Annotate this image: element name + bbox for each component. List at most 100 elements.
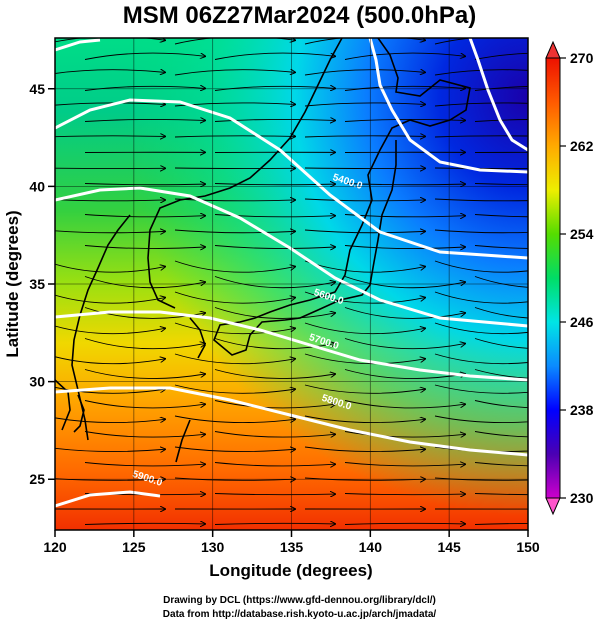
streamline [174, 230, 295, 233]
colorbar-min-arrow [545, 497, 561, 516]
x-tick-label: 120 [43, 539, 67, 555]
streamline [474, 119, 528, 122]
streamline [174, 384, 295, 394]
streamline [55, 263, 165, 273]
streamline [84, 338, 205, 350]
streamline [474, 183, 528, 186]
streamline [434, 353, 528, 365]
streamline [474, 522, 528, 525]
streamline [214, 215, 335, 217]
streamline [434, 415, 528, 424]
y-tick-label: 35 [29, 276, 45, 292]
streamline [474, 400, 528, 409]
streamline [214, 119, 335, 121]
streamline [214, 246, 335, 249]
streamline [55, 70, 165, 75]
streamline [434, 291, 528, 304]
x-tick-label: 150 [516, 539, 540, 555]
streamline [304, 103, 425, 106]
streamline [344, 463, 465, 466]
x-tick-label: 125 [122, 539, 146, 555]
streamline [214, 431, 335, 438]
streamline [304, 384, 425, 394]
streamline [84, 369, 205, 380]
credit-data-source: Data from http://database.rish.kyoto-u.a… [162, 609, 437, 620]
streamline [344, 400, 465, 409]
colorbar-tick-label: 254 [570, 226, 594, 242]
streamline [474, 338, 528, 349]
streamline [84, 463, 205, 466]
streamline [84, 52, 205, 60]
streamline [174, 260, 295, 273]
streamline [214, 494, 335, 495]
streamline [304, 168, 425, 169]
streamline [304, 70, 425, 76]
streamline [174, 415, 295, 424]
streamline [174, 447, 295, 452]
streamline [304, 447, 425, 452]
x-tick-label: 140 [359, 539, 383, 555]
streamline [434, 477, 528, 481]
streamline [174, 353, 295, 365]
y-tick-label: 30 [29, 374, 45, 390]
streamline [214, 307, 335, 319]
streamline [84, 276, 205, 289]
streamline [174, 70, 295, 76]
streamline [174, 291, 295, 304]
streamline [55, 230, 165, 233]
streamline [304, 415, 425, 424]
streamline [214, 338, 335, 350]
streamline [474, 245, 528, 249]
geopotential-contours [55, 38, 528, 508]
streamline [174, 168, 295, 169]
streamline [434, 384, 528, 394]
streamline [344, 119, 465, 121]
y-axis: 25 30 35 40 45 [29, 81, 55, 487]
streamline [434, 167, 528, 169]
streamline [344, 307, 465, 319]
streamline [474, 431, 528, 438]
streamline [474, 52, 528, 60]
streamline [214, 369, 335, 380]
streamline [304, 478, 425, 480]
streamline [214, 184, 335, 185]
streamline [84, 523, 205, 524]
y-tick-label: 40 [29, 178, 45, 194]
streamline [344, 52, 465, 60]
streamline [214, 400, 335, 409]
streamline [474, 369, 528, 379]
streamline [344, 523, 465, 524]
streamline [55, 294, 165, 304]
streamline [474, 493, 528, 496]
streamline [174, 322, 295, 335]
streamline [474, 307, 528, 319]
streamline [474, 276, 528, 288]
streamline [434, 260, 528, 273]
streamline [434, 322, 528, 335]
x-axis: 120 125 130 135 140 145 150 [43, 530, 540, 555]
streamline [84, 184, 205, 185]
colorbar-max-arrow [545, 40, 561, 59]
streamline [84, 215, 205, 217]
colorbar-tick-label: 246 [570, 314, 594, 330]
x-tick-label: 145 [437, 539, 461, 555]
streamline [174, 199, 295, 201]
colorbar-tick-label: 270 [570, 50, 594, 66]
streamline [214, 276, 335, 289]
streamline [434, 229, 528, 234]
streamline [304, 322, 425, 335]
colorbar-tick-label: 230 [570, 490, 594, 506]
streamline [344, 246, 465, 249]
streamline [84, 119, 205, 121]
streamline [55, 136, 165, 137]
streamline [304, 260, 425, 273]
map-title: MSM 06Z27Mar2024 (500.0hPa) [122, 2, 477, 29]
colorbar-tick-label: 238 [570, 402, 594, 418]
streamline [434, 69, 528, 76]
streamline [474, 214, 528, 218]
streamline [344, 184, 465, 185]
y-tick-label: 25 [29, 471, 45, 487]
colorbar: 230 238 246 254 262 270 [545, 40, 594, 516]
